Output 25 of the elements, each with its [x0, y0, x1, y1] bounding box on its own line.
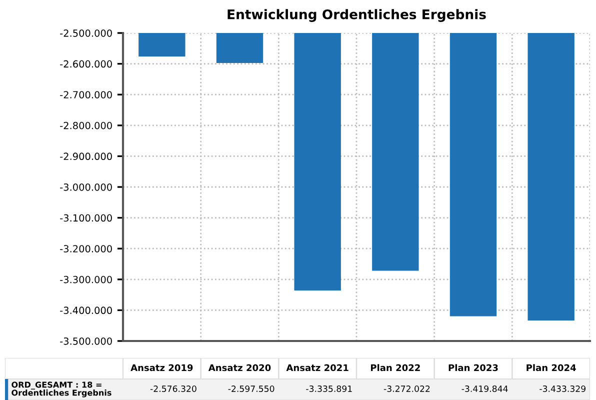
chart-title: Entwicklung Ordentliches Ergebnis: [228, 9, 486, 22]
data-label: -3.433.329: [540, 385, 586, 392]
x-tick-label: Ansatz 2019: [130, 364, 193, 372]
y-tick-label: -3.200.000: [60, 245, 112, 252]
data-label: -2.576.320: [150, 385, 196, 392]
y-tick-label: -2.800.000: [60, 122, 112, 130]
y-tick-label: -3.400.000: [60, 306, 112, 314]
y-tick-label: -2.900.000: [60, 152, 112, 160]
data-label: -3.419.844: [462, 385, 508, 392]
x-tick-label: Ansatz 2021: [286, 364, 348, 372]
y-tick-label: -2.700.000: [60, 91, 112, 98]
y-tick-label: -3.000.000: [60, 183, 112, 191]
x-tick-label: Plan 2023: [448, 364, 498, 372]
text: ORD_GESAMT : 18 = Ordentliches Ergebnis: [12, 382, 112, 398]
x-tick-label: Plan 2024: [526, 364, 576, 372]
y-tick-label: -3.100.000: [60, 214, 112, 222]
y-tick-label: -3.500.000: [60, 337, 112, 345]
y-tick-label: -2.500.000: [60, 29, 112, 37]
data-label: -3.335.891: [306, 385, 352, 392]
data-label: -3.272.022: [384, 385, 430, 392]
y-tick-label: -3.300.000: [60, 276, 112, 284]
data-label: -2.597.550: [228, 385, 274, 392]
x-tick-label: Ansatz 2020: [208, 364, 271, 372]
y-tick-label: -2.600.000: [60, 60, 112, 68]
x-tick-label: Plan 2022: [370, 364, 420, 372]
